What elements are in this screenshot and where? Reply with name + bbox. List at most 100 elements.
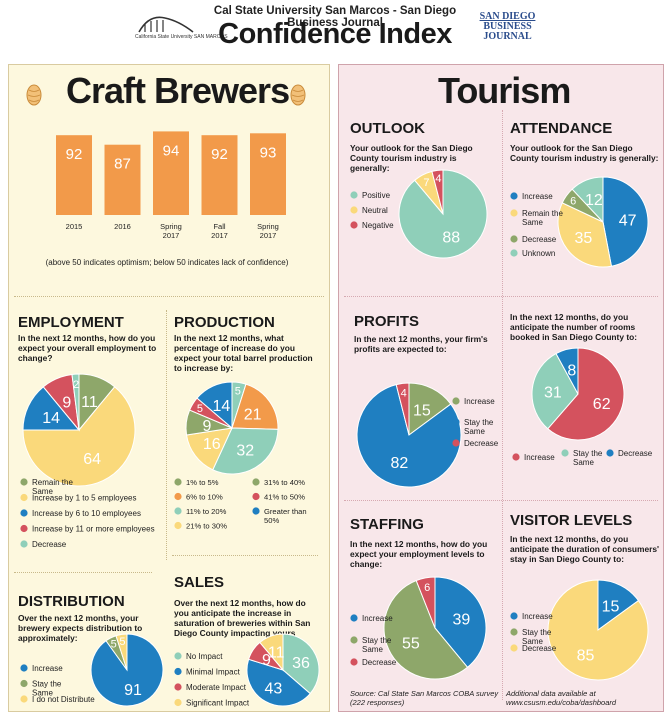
sales-value-label: 9 (262, 652, 271, 669)
staffing-legend-swatch (350, 614, 358, 622)
bar (104, 144, 141, 215)
sdbj-logo-line3: JOURNAL (483, 31, 532, 42)
employment-legend-swatch (20, 509, 28, 517)
outlook-legend-label: Negative (362, 221, 394, 230)
hops-icon-right (290, 84, 306, 106)
distribution-value-label: 5 (111, 639, 117, 651)
rooms-legend-swatch (561, 449, 569, 457)
sales-question: Over the next 12 months, how do you anti… (174, 598, 311, 638)
header-subtitle: Cal State University San Marcos - San Di… (213, 5, 457, 29)
sales-legend-label: No Impact (186, 652, 223, 661)
attendance-legend-swatch (510, 192, 518, 200)
staffing-question: In the next 12 months, how do you expect… (350, 539, 488, 569)
outlook-legend-swatch (350, 191, 358, 199)
attendance-value-label: 6 (570, 195, 576, 207)
sales-legend-label: Significant Impact (186, 699, 250, 708)
sales-legend-swatch (174, 652, 182, 660)
employment-legend-swatch (20, 540, 28, 548)
bar-category-label: 2015 (66, 222, 83, 231)
attendance-slice (557, 202, 613, 268)
attendance-slice (571, 176, 604, 224)
rooms-value-label: 31 (544, 384, 562, 401)
employment-legend-label: Increase by 6 to 10 employees (32, 509, 141, 518)
production-legend-swatch (252, 478, 260, 486)
visitor-legend-label: Increase (522, 612, 553, 621)
employment-value-label: 2 (73, 379, 79, 391)
visitor-value-label: 85 (577, 648, 595, 665)
attendance-legend-label: Unknown (522, 249, 555, 258)
divider (166, 310, 167, 560)
staffing-title: STAFFING (350, 516, 424, 533)
csusm-logo: California State University SAN MARCOS (135, 12, 228, 46)
csusm-logo-mark (138, 16, 194, 33)
bar (250, 133, 286, 215)
divider (172, 555, 318, 556)
production-slice (185, 427, 233, 471)
production-slice (231, 383, 279, 430)
employment-value-label: 14 (42, 410, 60, 427)
sdbj-logo-line1: SAN DIEGO (479, 11, 536, 22)
production-legend-label: 31% to 40% (264, 478, 305, 487)
bar-category-label: 2016 (114, 222, 131, 231)
staffing-legend-swatch (350, 658, 358, 666)
page-title: Confidence Index (218, 18, 452, 50)
production-legend-label: 21% to 30% (186, 522, 227, 531)
profits-slice (395, 382, 410, 436)
distribution-legend-label: Stay the Same (32, 680, 62, 698)
production-legend-swatch (174, 507, 182, 515)
production-value-label: 5 (235, 386, 241, 398)
visitor-value-label: 15 (602, 598, 620, 615)
attendance-legend-swatch (510, 249, 518, 257)
distribution-value-label: 91 (124, 682, 142, 699)
profits-legend-label: Stay the Same (464, 418, 494, 436)
attendance-value-label: 35 (575, 230, 593, 247)
visitor-legend-label: Decrease (522, 644, 557, 653)
attendance-legend-label: Increase (522, 192, 553, 201)
distribution-title: DISTRIBUTION (18, 593, 125, 610)
bar-value-label: 93 (260, 144, 277, 161)
profits-legend-label: Decrease (464, 439, 499, 448)
distribution-slice (115, 633, 128, 671)
outlook-question: Your outlook for the San Diego County to… (350, 143, 473, 173)
sales-title: SALES (174, 574, 225, 591)
employment-legend-label: Decrease (32, 540, 67, 549)
production-legend-swatch (174, 492, 182, 501)
staffing-value-label: 39 (452, 611, 470, 628)
profits-legend-swatch (452, 439, 460, 447)
production-legend-label: 6% to 10% (186, 493, 223, 502)
profits-legend-swatch (452, 418, 460, 426)
distribution-value-label: 5 (119, 636, 125, 648)
staffing-legend-label: Stay the Same (362, 636, 392, 654)
header: California State University SAN MARCOS C… (0, 0, 670, 60)
rooms-slice (555, 347, 579, 395)
bar-value-label: 92 (66, 146, 83, 163)
sales-slice (282, 633, 320, 695)
visitor-legend-swatch (510, 628, 518, 636)
production-value-label: 5 (197, 403, 203, 415)
bar (153, 131, 189, 215)
employment-legend-label: Increase by 1 to 5 employees (32, 494, 137, 503)
sales-legend-swatch (174, 698, 182, 707)
employment-slice (71, 373, 80, 431)
bar-value-label: 92 (211, 146, 228, 163)
employment-legend-label: Increase by 11 or more employees (32, 525, 155, 534)
tourism-title: Tourism (438, 70, 571, 111)
employment-value-label: 64 (83, 451, 101, 468)
outlook-legend-swatch (350, 221, 358, 229)
distribution-legend-label: I do not Distribute (32, 695, 95, 704)
attendance-question: Your outlook for the San Diego County to… (510, 143, 659, 163)
bar-chart-note: (above 50 indicates optimism; below 50 i… (45, 258, 289, 267)
distribution-legend-swatch (20, 695, 28, 703)
production-legend-swatch (174, 478, 182, 486)
sales-legend-label: Moderate Impact (186, 683, 247, 692)
outlook-title: OUTLOOK (350, 120, 425, 137)
staffing-legend-label: Increase (362, 614, 393, 623)
profits-value-label: 4 (401, 388, 407, 400)
staffing-value-label: 55 (402, 635, 420, 652)
production-legend-swatch (252, 507, 260, 515)
sdbj-logo-line2: BUSINESS (483, 21, 532, 32)
production-value-label: 9 (202, 418, 211, 435)
employment-legend-swatch (20, 524, 28, 533)
production-legend-swatch (252, 492, 260, 501)
